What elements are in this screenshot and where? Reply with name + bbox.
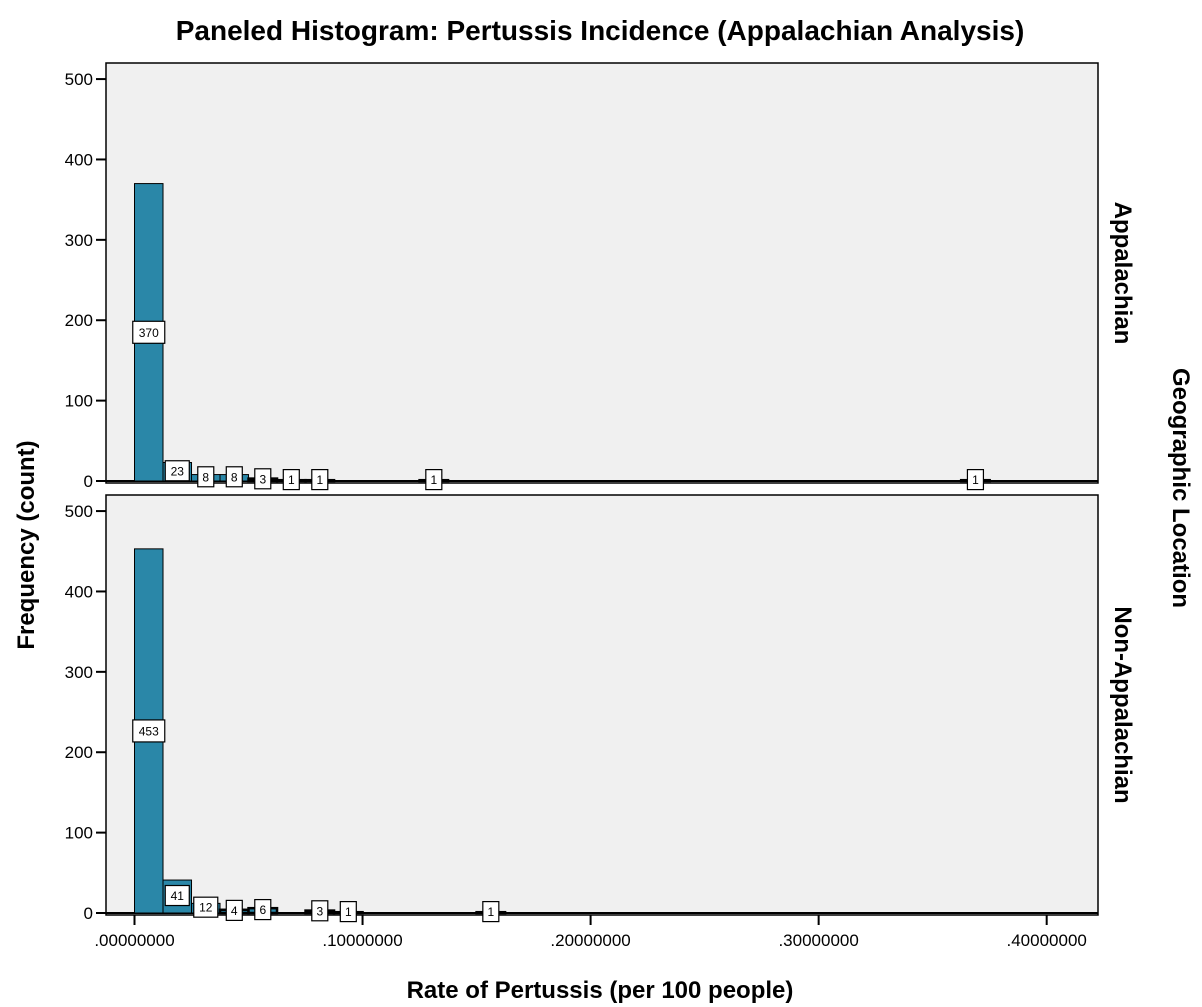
y-tick-label: 200: [65, 743, 93, 762]
y-tick-label: 100: [65, 392, 93, 411]
data-label: 1: [288, 473, 295, 487]
y-tick-label: 400: [65, 150, 93, 169]
panel-0: 0 100 200 300 400 500 370 23 8 8 3 1 1 1 1 Appalachian: [65, 63, 1136, 491]
panel-background: [106, 495, 1098, 915]
data-label: 23: [171, 464, 185, 478]
panel-label: Appalachian: [1109, 202, 1136, 345]
data-label: 8: [231, 470, 238, 484]
y-tick-label: 500: [65, 70, 93, 89]
data-label: 4: [231, 904, 238, 918]
y-tick-label: 200: [65, 311, 93, 330]
data-label: 1: [430, 473, 437, 487]
y-tick-label: 400: [65, 582, 93, 601]
data-label: 370: [139, 326, 159, 340]
y-tick-label: 100: [65, 824, 93, 843]
data-label: 1: [487, 905, 494, 919]
x-axis-title: Rate of Pertussis (per 100 people): [407, 977, 794, 1004]
chart-title: Paneled Histogram: Pertussis Incidence (…: [176, 15, 1025, 46]
data-label: 12: [199, 901, 213, 915]
data-label: 1: [345, 905, 352, 919]
y-tick-label: 0: [84, 904, 93, 923]
y-tick-label: 0: [84, 472, 93, 491]
y-tick-label: 300: [65, 663, 93, 682]
panel-label: Non-Appalachian: [1109, 606, 1136, 803]
data-label: 8: [202, 470, 209, 484]
data-label: 41: [171, 889, 185, 903]
x-tick-label: .00000000: [94, 931, 174, 950]
x-axis: .00000000 .10000000 .20000000 .30000000 .400…: [94, 915, 1087, 950]
panel-background: [106, 63, 1098, 483]
data-label: 1: [316, 473, 323, 487]
y-axis-title: Frequency (count): [13, 440, 40, 649]
y-tick-label: 300: [65, 231, 93, 250]
facet-axis-title: Geographic Location: [1167, 368, 1194, 608]
data-label: 3: [259, 472, 266, 486]
x-tick-label: .10000000: [322, 931, 402, 950]
panel-1: 0 100 200 300 400 500 453 41 12 4 6 3 1 1 Non-Appalach…: [65, 495, 1136, 923]
y-tick-label: 500: [65, 502, 93, 521]
x-tick-label: .30000000: [778, 931, 858, 950]
x-tick-label: .20000000: [550, 931, 630, 950]
data-label: 453: [139, 724, 159, 738]
data-label: 1: [972, 473, 979, 487]
data-label: 6: [259, 903, 266, 917]
x-tick-label: .40000000: [1007, 931, 1087, 950]
data-label: 3: [316, 904, 323, 918]
